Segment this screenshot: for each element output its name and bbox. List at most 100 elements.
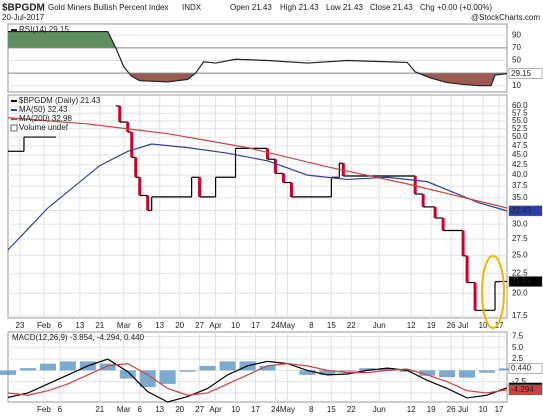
y-tick-label: 2.5: [512, 354, 524, 363]
y-tick-label: 57.5: [512, 108, 528, 117]
x-tick-label: Jun: [373, 321, 386, 330]
date: 20-Jul-2017: [2, 13, 45, 22]
index-name: Gold Miners Bullish Percent Index: [48, 3, 169, 12]
value-badge: [508, 363, 543, 374]
histogram-bar: [299, 370, 316, 375]
credit: @StockCharts.com: [471, 13, 540, 22]
value-badge: [508, 68, 543, 79]
histogram-bar: [219, 361, 236, 371]
x-tick-label: Apr: [209, 321, 222, 330]
series-line: [7, 362, 508, 396]
x-tick-label: 26: [447, 405, 456, 414]
quote-low: Low 21.43: [326, 3, 363, 12]
quote-close: Close 21.43: [370, 3, 413, 12]
y-tick-label: 70: [512, 43, 521, 52]
x-tick-label: 24: [271, 321, 280, 330]
x-tick-label: 17: [495, 321, 504, 330]
x-tick-label: Jul: [458, 321, 468, 330]
x-tick-label: Mar: [117, 405, 131, 414]
y-tick-label: 55.0: [512, 116, 528, 125]
y-tick-label: 37.5: [512, 181, 528, 190]
x-tick-label: 17: [251, 321, 260, 330]
histogram-bar: [119, 370, 136, 379]
y-tick-label: 17.5: [512, 311, 528, 320]
x-tick-label: 8: [309, 321, 314, 330]
y-tick-label: 90: [512, 30, 521, 39]
x-tick-label: 22: [347, 405, 356, 414]
rsi-fill: [8, 31, 507, 48]
x-tick-label: 10: [231, 321, 240, 330]
value-badge-label: 21.43: [511, 277, 532, 286]
quote-open: Open 21.43: [230, 3, 272, 12]
x-tick-label: 21: [95, 321, 104, 330]
series-line: [8, 30, 508, 87]
x-tick-label: 13: [155, 321, 164, 330]
y-tick-label: 5.0: [512, 343, 524, 352]
series-line: [7, 358, 508, 403]
histogram-bar: [339, 370, 356, 372]
x-tick-label: Jun: [373, 405, 386, 414]
histogram-bar: [359, 368, 376, 371]
y-tick-label: 35.0: [512, 193, 528, 202]
histogram-bar: [0, 370, 16, 375]
x-tick-label: 12: [407, 321, 416, 330]
histogram-bar: [139, 370, 156, 388]
histogram-bar: [159, 370, 176, 384]
x-tick-label: 17: [495, 405, 504, 414]
x-tick-label: 8: [309, 405, 314, 414]
symbol: $BPGDM: [2, 3, 45, 14]
exchange: INDX: [182, 3, 202, 12]
y-tick-label: 50: [512, 56, 521, 65]
x-tick-label: 27: [195, 321, 204, 330]
y-tick-label: 52.5: [512, 124, 528, 133]
y-tick-label: 45.0: [512, 150, 528, 159]
y-tick-label: 30.0: [512, 219, 528, 228]
x-tick-label: 21: [95, 405, 104, 414]
x-tick-label: 26: [447, 321, 456, 330]
x-tick-label: Feb: [37, 321, 51, 330]
x-tick-label: 6: [58, 405, 63, 414]
x-tick-label: Jul: [458, 405, 468, 414]
histogram-bar: [179, 370, 196, 372]
x-tick-label: 6: [138, 321, 143, 330]
x-tick-label: Mar: [117, 321, 131, 330]
legend-entry: RSI(14) 29.15: [19, 25, 69, 34]
x-tick-label: 22: [347, 321, 356, 330]
legend-entry: Volume undef: [19, 123, 69, 132]
value-badge-label: 0.440: [511, 364, 532, 373]
x-tick-label: 15: [327, 321, 336, 330]
x-tick-label: 17: [251, 405, 260, 414]
x-tick-label: 20: [175, 405, 184, 414]
value-badge-label: 29.15: [511, 69, 532, 78]
y-tick-label: 42.5: [512, 160, 528, 169]
histogram-bar: [39, 363, 56, 371]
histogram-bar: [19, 368, 36, 371]
y-tick-label: 27.5: [512, 234, 528, 243]
x-tick-label: 19: [427, 405, 436, 414]
histogram-bar: [439, 370, 456, 378]
panel-label: MACD(12,26,9) -3.854, -4.294, 0.440: [12, 333, 145, 342]
legend-entry: $BPGDM (Daily) 21.43: [19, 96, 101, 105]
x-tick-label: 10: [231, 405, 240, 414]
quote-change: Chg +0.00 (+0.00%): [420, 3, 492, 12]
y-tick-label: -2.5: [512, 377, 526, 386]
histogram-bar: [259, 365, 276, 371]
histogram-bar: [479, 370, 496, 373]
histogram-bar: [459, 370, 476, 378]
x-tick-label: 27: [195, 405, 204, 414]
legend-swatch: [10, 124, 18, 132]
x-tick-label: Feb: [37, 405, 51, 414]
x-tick-label: 20: [175, 321, 184, 330]
quote-high: High 21.43: [280, 3, 319, 12]
histogram-bar: [59, 361, 76, 371]
x-tick-label: 23: [16, 321, 25, 330]
x-tick-label: 6: [138, 405, 143, 414]
histogram-bar: [199, 365, 216, 371]
x-tick-label: 13: [155, 405, 164, 414]
value-badge-label: -4.294: [511, 385, 534, 394]
x-tick-label: 10: [479, 321, 488, 330]
y-tick-label: 40.0: [512, 170, 528, 179]
x-tick-label: 13: [75, 321, 84, 330]
